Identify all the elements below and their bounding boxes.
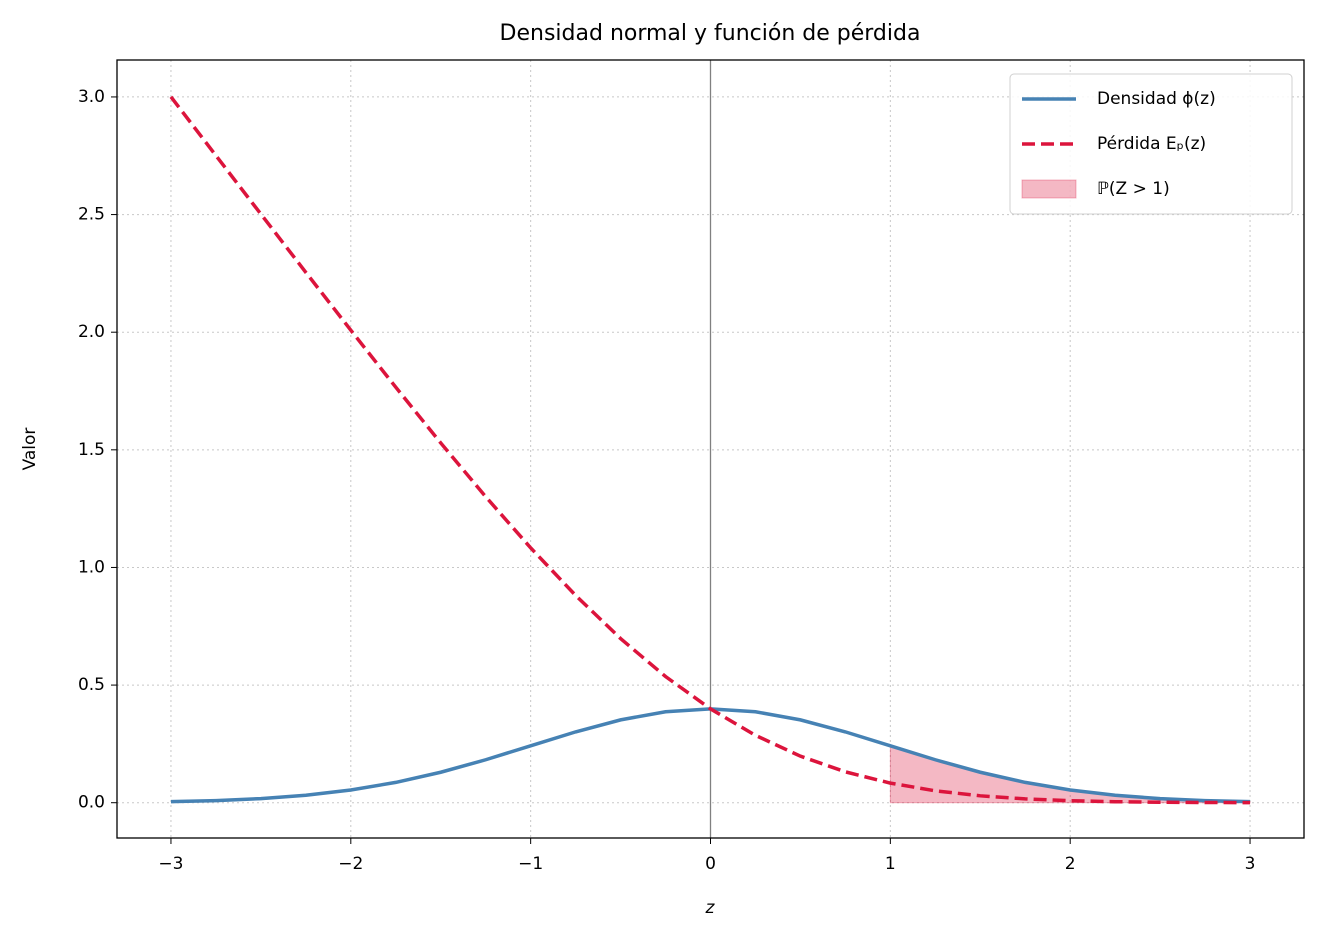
- plot-frame: [116, 59, 1305, 839]
- x-tick-label: −3: [158, 854, 183, 874]
- y-tick-label: 0.5: [78, 675, 105, 695]
- y-tick-label: 3.0: [78, 87, 105, 107]
- legend-box: [1009, 73, 1293, 215]
- legend-swatch: [1021, 179, 1077, 199]
- legend-label: ℙ(Z > 1): [1097, 179, 1170, 199]
- legend: Densidad ϕ(z) Pérdida Eₚ(z) ℙ(Z > 1): [1009, 73, 1293, 215]
- legend-label: Pérdida Eₚ(z): [1097, 134, 1206, 154]
- x-tick-label: 3: [1245, 854, 1256, 874]
- x-tick-label: 0: [705, 854, 716, 874]
- y-tick-label: 1.0: [78, 557, 105, 577]
- x-tick-label: −2: [338, 854, 363, 874]
- series-line: [169, 95, 1251, 805]
- x-tick-label: 1: [885, 854, 896, 874]
- y-tick-label: 0.0: [78, 793, 105, 813]
- y-tick-label: 2.5: [78, 205, 105, 225]
- chart-title: Densidad normal y función de pérdida: [500, 21, 921, 46]
- x-tick-label: 2: [1065, 854, 1076, 874]
- x-tick-label: −1: [518, 854, 543, 874]
- y-tick-label: 1.5: [78, 440, 105, 460]
- legend-label: Densidad ϕ(z): [1097, 89, 1216, 109]
- y-tick-label: 2.0: [78, 322, 105, 342]
- y-axis-label: Valor: [20, 428, 40, 471]
- x-axis-label: z: [705, 898, 716, 918]
